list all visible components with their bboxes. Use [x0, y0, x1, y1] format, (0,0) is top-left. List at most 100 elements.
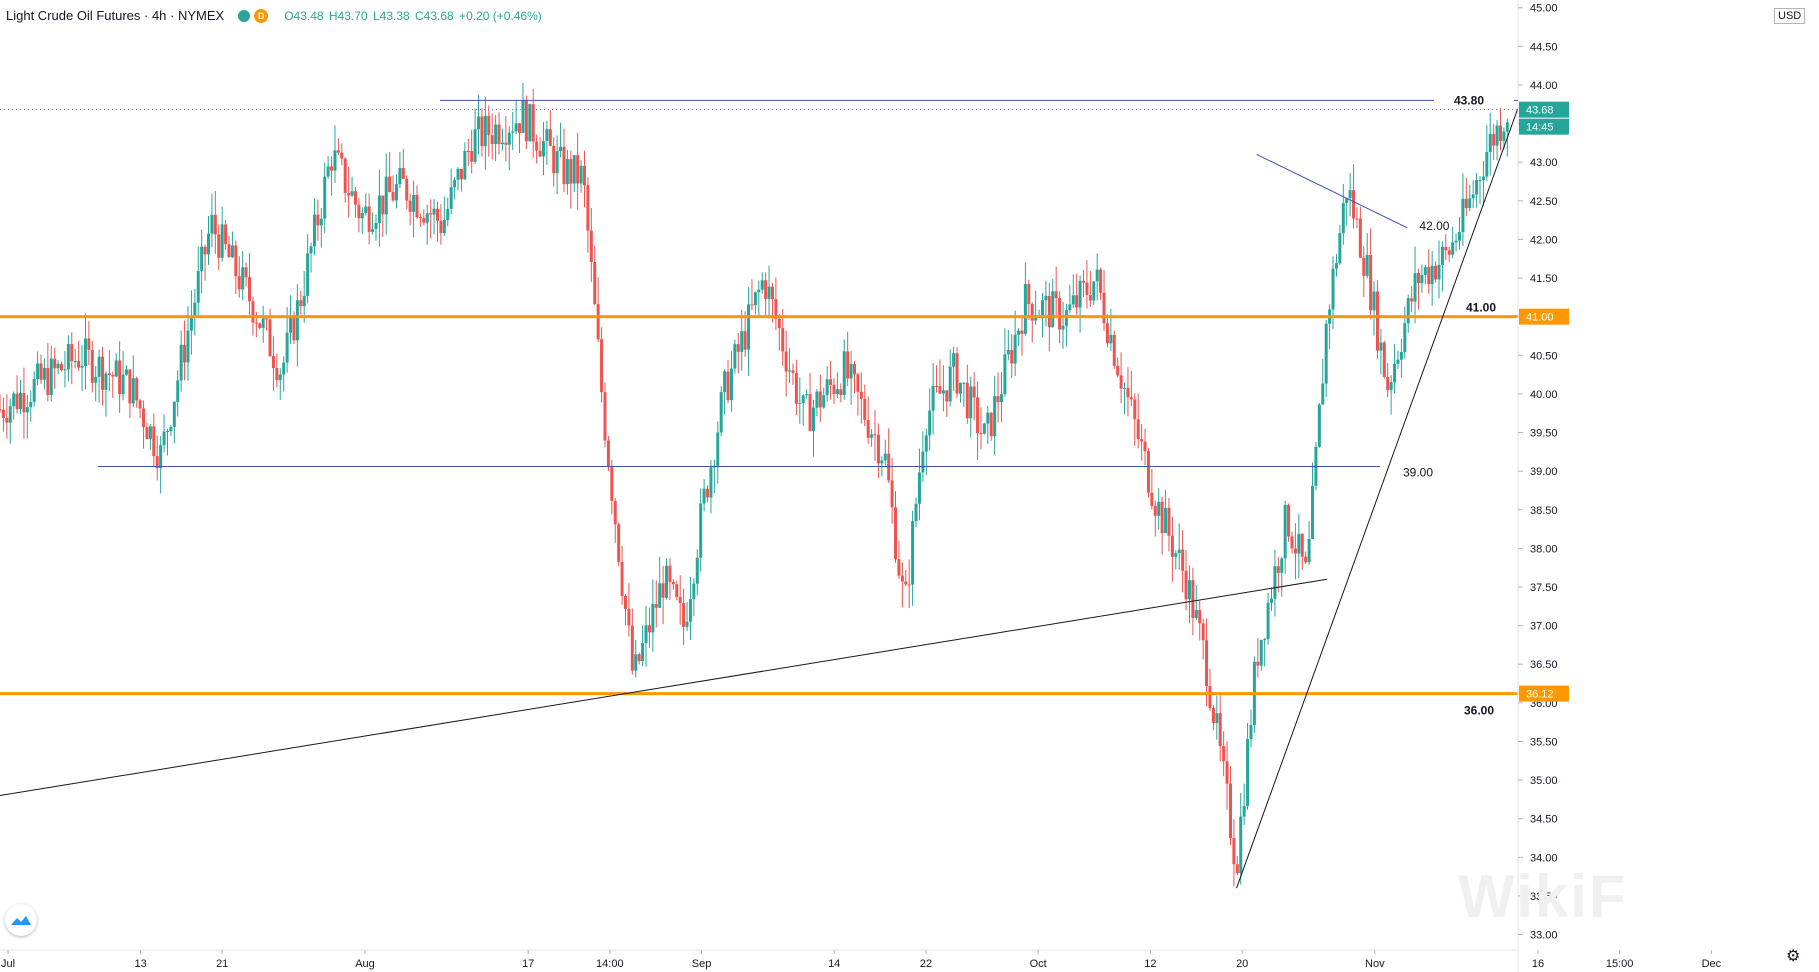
- candle-body: [623, 595, 627, 609]
- candle-body: [972, 386, 976, 398]
- candle-body: [1119, 375, 1123, 389]
- level-badge-41-00-text: 41.00: [1526, 312, 1554, 324]
- price-tick-label: 35.00: [1530, 775, 1558, 787]
- candle-body: [145, 427, 149, 440]
- candle-body: [1191, 580, 1195, 619]
- candle-body: [665, 565, 669, 598]
- price-tick-label: 35.50: [1530, 736, 1558, 748]
- candle-body: [873, 434, 877, 436]
- candle-body: [25, 407, 29, 413]
- price-tick-label: 45.00: [1530, 3, 1558, 15]
- candle-body: [641, 643, 645, 661]
- symbol-title[interactable]: Light Crude Oil Futures · 4h · NYMEX: [6, 8, 225, 23]
- candle-body: [330, 166, 334, 171]
- candle-body: [1416, 273, 1420, 284]
- candle-body: [794, 372, 798, 404]
- candle-body: [22, 392, 26, 413]
- candle-body: [340, 152, 344, 159]
- candle-body: [647, 625, 651, 633]
- candle-body: [1451, 242, 1455, 255]
- candle-body: [271, 356, 275, 369]
- countdown-badge-text: 14:45: [1526, 122, 1554, 134]
- candle-body: [309, 246, 313, 254]
- countdown-badge: [1519, 118, 1569, 135]
- candle-body: [1030, 304, 1034, 321]
- candle-body: [1341, 203, 1345, 234]
- time-tick-label: 20: [1236, 958, 1248, 970]
- candle-body: [1136, 419, 1140, 440]
- candle-body: [1403, 323, 1407, 353]
- candle-body: [391, 191, 395, 201]
- candle-body: [634, 654, 638, 671]
- candle-body: [429, 213, 433, 215]
- candle-body: [958, 382, 962, 394]
- candle-body: [1331, 268, 1335, 310]
- candle-body: [750, 304, 754, 306]
- candle-body: [770, 286, 774, 300]
- candle-body: [135, 378, 139, 401]
- candle-body: [234, 245, 238, 277]
- candle-body: [535, 141, 539, 151]
- candle-body: [1116, 365, 1120, 376]
- trend-line-label: 42.00: [1419, 219, 1449, 233]
- candle-body: [299, 300, 303, 307]
- candle-body: [969, 386, 973, 419]
- price-tick-label: 36.50: [1530, 659, 1558, 671]
- candle-body: [507, 132, 511, 145]
- candle-body: [470, 151, 474, 162]
- candle-body: [1249, 725, 1253, 739]
- candle-body: [323, 176, 327, 219]
- candle-body: [405, 178, 409, 201]
- candle-body: [94, 376, 98, 383]
- candle-body: [1003, 354, 1007, 395]
- candle-body: [1027, 283, 1031, 305]
- price-tick-label: 38.00: [1530, 543, 1558, 555]
- candle-body: [1184, 570, 1188, 600]
- trend-line: [1236, 107, 1519, 889]
- tradingview-logo-icon[interactable]: [5, 904, 37, 936]
- candle-body: [945, 390, 949, 402]
- candle-body: [993, 396, 997, 437]
- time-tick-label: 12: [1144, 958, 1156, 970]
- candle-body: [849, 363, 853, 379]
- candle-body: [982, 423, 986, 434]
- price-tick-label: 34.00: [1530, 852, 1558, 864]
- candle-body: [999, 394, 1003, 403]
- candle-body: [302, 295, 306, 307]
- candle-body: [1181, 549, 1185, 571]
- candle-body: [965, 382, 969, 419]
- candle-body: [357, 204, 361, 219]
- candle-body: [682, 603, 686, 627]
- candle-body: [606, 440, 610, 468]
- candle-body: [32, 379, 36, 402]
- candle-body: [63, 369, 67, 371]
- candle-body: [955, 353, 959, 394]
- candle-body: [729, 368, 733, 401]
- candle-body: [764, 280, 768, 299]
- currency-label[interactable]: USD: [1774, 8, 1806, 24]
- price-tick-label: 43.00: [1530, 157, 1558, 169]
- time-tick-label: 14:00: [596, 958, 624, 970]
- candle-body: [1307, 538, 1311, 563]
- candle-body: [1430, 265, 1434, 285]
- candle-body: [555, 151, 559, 174]
- candle-body: [552, 145, 556, 174]
- candle-body: [1375, 291, 1379, 351]
- candle-body: [726, 371, 730, 401]
- candle-body: [1170, 535, 1174, 557]
- candle-body: [671, 581, 675, 585]
- candle-body: [1478, 180, 1482, 182]
- candle-body: [1454, 240, 1458, 243]
- gear-icon[interactable]: ⚙: [1786, 948, 1801, 965]
- candle-body: [866, 420, 870, 438]
- candle-body: [1427, 267, 1431, 285]
- candle-body: [254, 322, 258, 324]
- candle-body: [876, 434, 880, 464]
- candle-body: [446, 208, 450, 220]
- candle-body: [152, 426, 156, 457]
- candle-body: [336, 150, 340, 153]
- candle-body: [989, 412, 993, 437]
- candle-body: [353, 191, 357, 205]
- candle-body: [976, 397, 980, 434]
